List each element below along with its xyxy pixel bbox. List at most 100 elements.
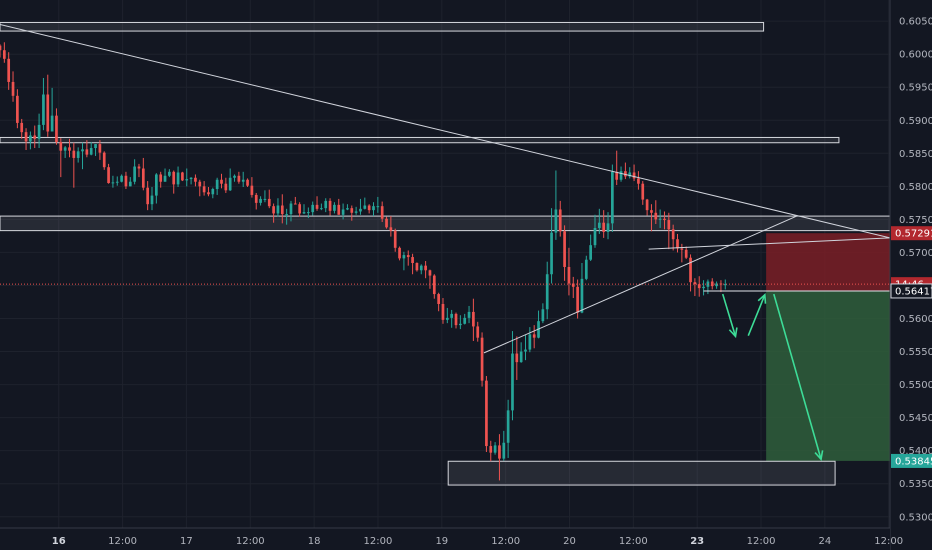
price-tick-label: 0.53000: [899, 512, 932, 523]
candle-body: [11, 81, 15, 96]
candle-body: [107, 167, 110, 184]
arrow-head[interactable]: [728, 327, 738, 339]
zone-rectangle[interactable]: [0, 21, 765, 32]
candle-body: [33, 135, 37, 139]
time-tick-label: 12:00: [108, 536, 137, 547]
price-tag: [891, 226, 932, 241]
stop-loss-zone[interactable]: [766, 233, 890, 291]
price-tag-label: 0.56417: [895, 286, 932, 297]
candle-body: [302, 212, 306, 214]
candle-body: [545, 274, 549, 310]
candle-body: [120, 175, 123, 182]
candle-body: [24, 132, 28, 142]
candle-body: [272, 206, 275, 214]
zone-rectangle[interactable]: [0, 136, 840, 144]
arrow-head[interactable]: [814, 450, 824, 462]
time-axis-bg[interactable]: [0, 528, 890, 550]
candle-body: [615, 171, 619, 180]
candle-body: [98, 144, 102, 153]
trendline[interactable]: [483, 215, 797, 354]
candle-body: [163, 175, 167, 182]
candle-body: [181, 172, 184, 181]
candle-body: [424, 265, 427, 271]
arrow-shaft[interactable]: [747, 294, 766, 337]
candle-body: [72, 150, 76, 158]
candle-body: [233, 175, 236, 178]
candle-body: [141, 168, 145, 188]
candle-body: [168, 171, 171, 176]
candle-body: [389, 227, 393, 231]
candle-body: [207, 192, 210, 195]
zone-rectangles[interactable]: [0, 21, 891, 486]
candle-body: [16, 95, 19, 123]
time-axis[interactable]: 16 12:00 17 12:00 18 12:00 19 12:00 20 12:00 23 12:…: [52, 536, 903, 547]
candle-body: [650, 210, 653, 213]
arrow-shaft[interactable]: [721, 293, 737, 337]
candle-body: [532, 334, 536, 338]
candle-body: [311, 204, 315, 213]
candle-body: [250, 185, 254, 195]
candle-body: [220, 179, 223, 184]
candle-body: [298, 204, 302, 214]
candle-body: [680, 248, 684, 250]
candle-body: [124, 175, 128, 187]
zone-rectangle[interactable]: [0, 215, 891, 232]
candle-body: [528, 334, 532, 350]
candle-body: [367, 205, 371, 211]
candle-body: [137, 166, 141, 169]
trendline[interactable]: [0, 23, 891, 239]
candles: [0, 42, 727, 481]
candle-body: [350, 208, 354, 213]
candle-body: [341, 209, 345, 215]
candle-body: [241, 179, 245, 182]
candle-body: [402, 255, 406, 259]
projection-arrows[interactable]: [721, 293, 824, 462]
candle-body: [441, 303, 445, 320]
candle-body: [346, 208, 349, 210]
candle-body: [42, 94, 45, 125]
candle-body: [445, 317, 449, 320]
candle-body: [246, 179, 249, 186]
candle-body: [693, 282, 697, 285]
candle-body: [280, 205, 284, 215]
arrow-head[interactable]: [757, 293, 767, 304]
take-profit-zone[interactable]: [766, 290, 890, 461]
candle-body: [710, 281, 714, 287]
candle-body: [558, 209, 562, 232]
candle-body: [597, 222, 601, 228]
time-tick-label: 19: [435, 536, 448, 547]
candle-body: [172, 171, 176, 185]
candle-body: [150, 195, 154, 205]
candle-body: [415, 263, 419, 271]
candle-body: [450, 313, 454, 318]
candle-body: [224, 183, 228, 191]
candle-body: [189, 177, 193, 180]
candle-body: [354, 211, 358, 213]
candle-body: [645, 199, 649, 211]
candle-body: [372, 206, 375, 211]
candle-body: [176, 172, 180, 185]
zone-rectangle[interactable]: [447, 460, 836, 486]
candle-body: [663, 218, 666, 221]
trendlines[interactable]: [0, 23, 891, 354]
position-tool[interactable]: [766, 233, 890, 461]
candle-body: [519, 351, 523, 363]
candle-body: [515, 353, 519, 363]
candle-body: [611, 171, 614, 224]
price-tag-label: 0.53845: [895, 456, 932, 467]
candle-body: [228, 177, 232, 191]
candle-body: [320, 208, 323, 210]
arrow-shaft[interactable]: [773, 293, 822, 460]
price-tag-label: 0.57291: [895, 229, 932, 240]
candle-body: [406, 255, 410, 258]
candle-body: [506, 410, 510, 443]
trendline[interactable]: [648, 237, 891, 250]
candle-body: [480, 337, 484, 381]
candle-body: [393, 230, 397, 248]
time-tick-label: 12:00: [236, 536, 265, 547]
candle-body: [584, 259, 588, 279]
candle-body: [85, 149, 89, 155]
